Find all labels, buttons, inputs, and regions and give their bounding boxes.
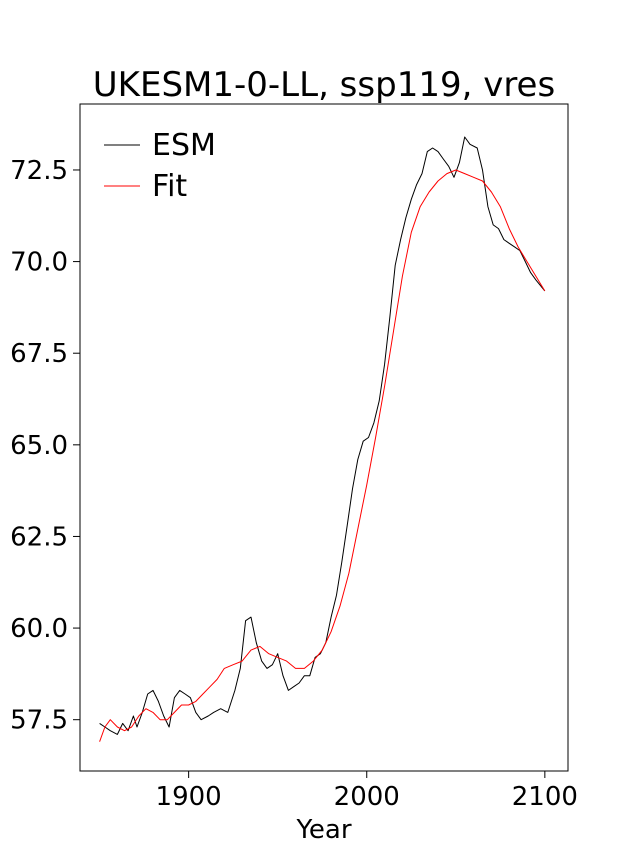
chart-title: UKESM1-0-LL, ssp119, vres [93,65,555,105]
legend-label-esm: ESM [152,128,216,163]
x-tick-label: 2100 [512,782,578,812]
legend-label-fit: Fit [152,169,187,204]
y-tick-label: 62.5 [10,522,68,552]
y-axis: 57.5 60.0 62.5 65.0 67.5 70.0 72.5 [10,156,80,736]
y-tick-label: 72.5 [10,156,68,186]
legend: ESM Fit [104,128,216,204]
plot-frame [80,104,568,771]
series-line-fit [100,170,545,742]
y-tick-label: 60.0 [10,614,68,644]
y-tick-label: 57.5 [10,706,68,736]
x-tick-label: 2000 [334,782,400,812]
x-axis-label: Year [295,815,351,845]
y-tick-label: 65.0 [10,431,68,461]
series-layer [100,137,545,742]
x-tick-label: 1900 [156,782,222,812]
series-line-esm [100,137,545,734]
x-axis: 1900 2000 2100 [156,771,578,812]
y-tick-label: 67.5 [10,339,68,369]
y-tick-label: 70.0 [10,248,68,278]
